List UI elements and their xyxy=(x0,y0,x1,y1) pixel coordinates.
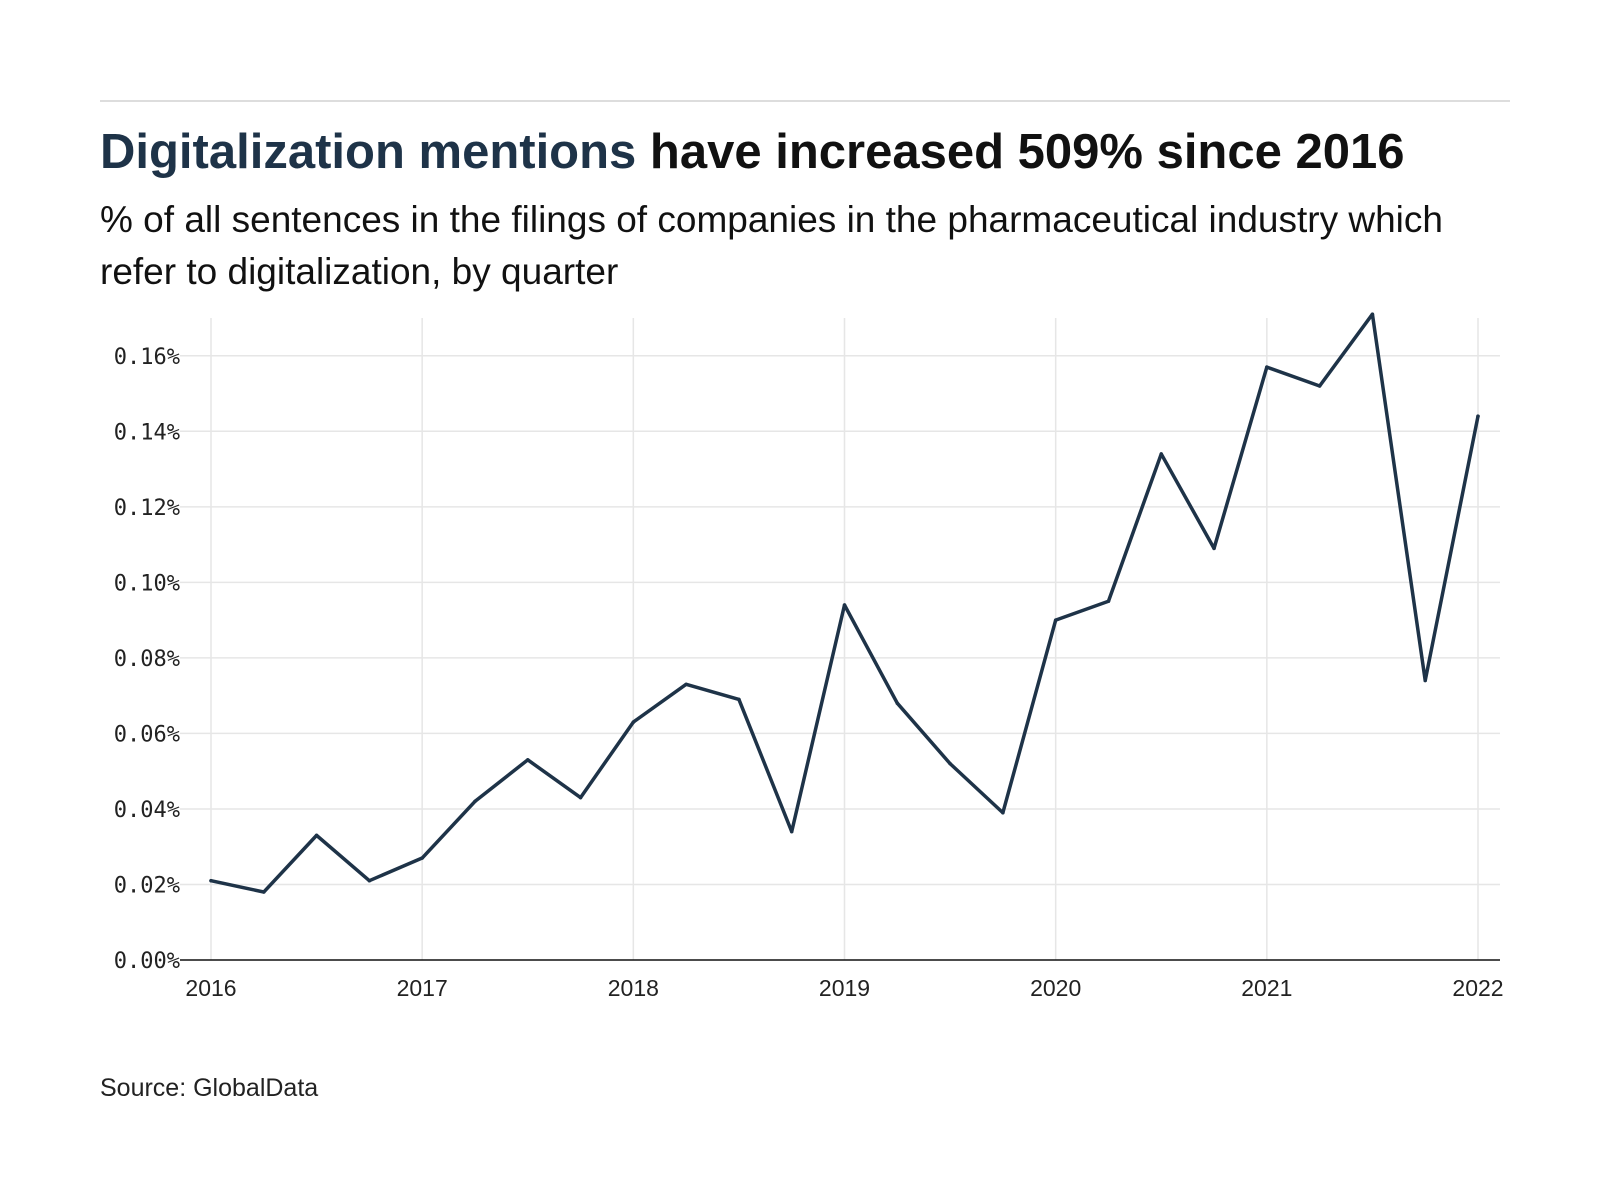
x-tick-label: 2022 xyxy=(1452,975,1503,1001)
data-point xyxy=(1317,384,1322,388)
y-tick-label: 0.06% xyxy=(114,722,180,747)
gridlines-vertical xyxy=(210,318,1479,960)
data-point xyxy=(737,697,741,702)
chart-title-highlight: Digitalization mentions xyxy=(100,125,637,179)
data-point xyxy=(1476,414,1480,418)
gridlines-horizontal xyxy=(180,355,1500,886)
x-tick-label: 2016 xyxy=(185,975,236,1001)
data-point xyxy=(314,833,319,838)
y-tick-labels: 0.00% 0.02% 0.04% 0.06% 0.08% 0.10% 0.12% 0.14%… xyxy=(114,345,180,974)
x-tick-label: 2018 xyxy=(608,975,659,1001)
data-point xyxy=(367,878,372,883)
data-point xyxy=(1265,365,1269,369)
data-point xyxy=(420,856,424,860)
data-point xyxy=(473,799,477,804)
y-tick-label: 0.00% xyxy=(114,949,180,974)
x-tick-label: 2019 xyxy=(819,975,870,1001)
data-point xyxy=(1159,452,1163,456)
y-tick-label: 0.04% xyxy=(114,798,180,823)
data-point xyxy=(262,890,266,894)
chart-subtitle: % of all sentences in the filings of com… xyxy=(100,199,1443,292)
data-point xyxy=(684,682,688,687)
data-point xyxy=(209,878,213,883)
data-points xyxy=(209,312,1480,894)
y-tick-label: 0.02% xyxy=(114,873,180,898)
y-tick-label: 0.12% xyxy=(114,496,180,521)
data-point xyxy=(526,758,530,762)
line-chart: 0.00% 0.02% 0.04% 0.06% 0.08% 0.10% 0.12% 0.14%… xyxy=(114,312,1504,1001)
y-tick-label: 0.08% xyxy=(114,647,180,672)
source-note: Source: GlobalData xyxy=(100,1074,319,1102)
chart-title: Digitalization mentions have increased 5… xyxy=(100,122,1520,182)
y-tick-label: 0.10% xyxy=(114,571,180,596)
data-point xyxy=(1053,618,1058,622)
data-point xyxy=(1106,599,1111,603)
data-point xyxy=(842,603,847,607)
x-tick-label: 2020 xyxy=(1030,975,1081,1001)
y-tick-label: 0.16% xyxy=(114,345,180,370)
x-tick-label: 2021 xyxy=(1241,975,1292,1001)
y-tick-label: 0.14% xyxy=(114,420,180,445)
data-point xyxy=(1001,810,1005,815)
data-point xyxy=(1370,312,1375,316)
chart-title-rest: have increased 509% since 2016 xyxy=(636,125,1405,179)
data-point xyxy=(948,761,952,766)
data-point xyxy=(1212,546,1216,551)
x-tick-labels: 2016 2017 2018 2019 2020 2021 2022 xyxy=(185,975,1503,1001)
x-tick-label: 2017 xyxy=(397,975,448,1001)
data-point xyxy=(1423,678,1427,683)
data-point xyxy=(895,701,900,705)
data-point xyxy=(631,720,636,724)
data-point xyxy=(789,829,794,834)
data-point xyxy=(578,795,583,800)
top-rule xyxy=(100,100,1510,102)
